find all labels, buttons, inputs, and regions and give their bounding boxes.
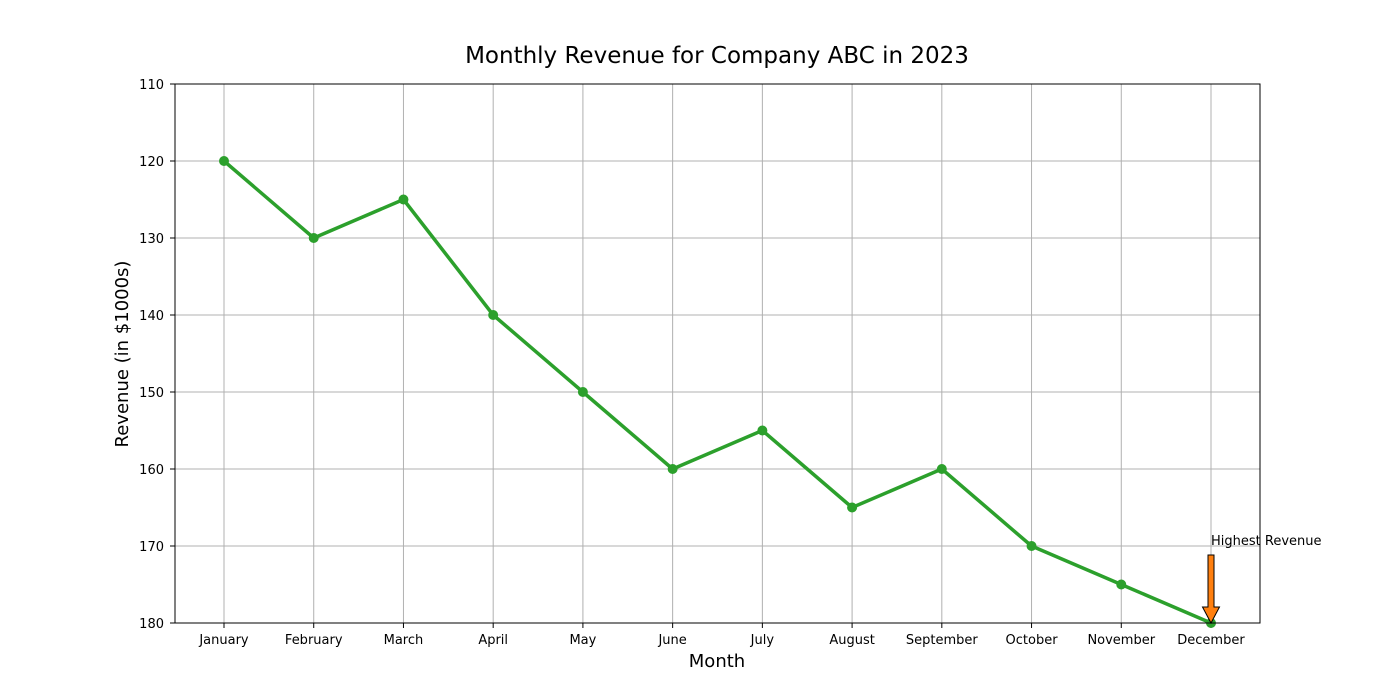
annotation-arrow xyxy=(1201,554,1221,625)
x-tick-label: December xyxy=(1177,633,1245,648)
data-point xyxy=(847,502,858,513)
x-tick-label: March xyxy=(384,633,424,648)
x-tick-label: July xyxy=(750,633,775,648)
data-point xyxy=(219,156,229,166)
x-tick-label: June xyxy=(657,633,686,648)
x-tick-label: May xyxy=(569,633,596,648)
data-point xyxy=(936,464,947,474)
series-line xyxy=(222,159,1213,625)
x-tick-label: August xyxy=(829,633,875,648)
y-tick-label: 120 xyxy=(139,155,164,170)
plot-area-frame xyxy=(174,83,1261,624)
y-tick-label: 160 xyxy=(139,463,164,478)
data-point xyxy=(667,464,678,474)
x-axis-label: Month xyxy=(689,651,745,672)
y-tick-label: 130 xyxy=(139,232,164,247)
data-point xyxy=(577,387,588,397)
y-axis-label: Revenue (in $1000s) xyxy=(112,261,133,448)
y-tick-label: 140 xyxy=(139,309,164,324)
x-tick-label: November xyxy=(1087,633,1155,648)
x-tick-label: September xyxy=(906,633,979,648)
data-point xyxy=(1116,579,1127,590)
y-tick-label: 110 xyxy=(139,78,164,93)
series-group xyxy=(219,156,1216,628)
x-tick-label: April xyxy=(478,633,508,648)
chart-title: Monthly Revenue for Company ABC in 2023 xyxy=(465,43,969,69)
data-point xyxy=(488,310,499,320)
x-axis-ticks: January February March April May June July Augu… xyxy=(198,623,1245,648)
y-axis-ticks: 110 120 130 140 150 160 170 180 xyxy=(139,78,175,632)
y-tick-label: 150 xyxy=(139,386,164,401)
y-tick-label: 180 xyxy=(139,617,164,632)
x-tick-label: October xyxy=(1006,633,1059,648)
y-tick-label: 170 xyxy=(139,540,164,555)
annotations: Highest Revenue xyxy=(1201,534,1322,625)
data-point xyxy=(1026,541,1037,551)
annotation-label: Highest Revenue xyxy=(1211,534,1322,549)
grid xyxy=(175,83,1260,624)
x-tick-label: January xyxy=(198,633,249,648)
data-point xyxy=(308,233,319,243)
data-point xyxy=(757,425,768,436)
data-point xyxy=(398,194,409,205)
x-tick-label: February xyxy=(285,633,343,648)
